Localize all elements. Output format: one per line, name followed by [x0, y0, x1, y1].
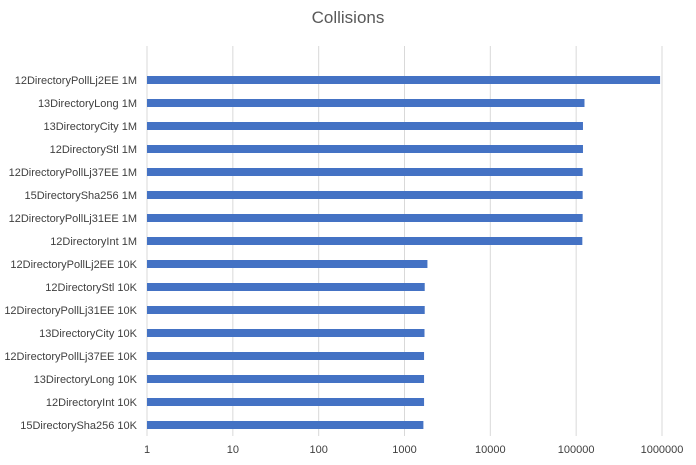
- category-label: 15DirectorySha256 10K: [20, 420, 137, 432]
- category-label: 13DirectoryLong 10K: [34, 374, 138, 386]
- category-label: 12DirectoryPollLj31EE 1M: [9, 213, 137, 225]
- bar: [147, 99, 585, 107]
- bar: [147, 375, 425, 383]
- category-label: 12DirectoryInt 1M: [50, 236, 137, 248]
- category-label: 12DirectoryInt 10K: [46, 397, 138, 409]
- category-label: 12DirectoryStl 10K: [45, 282, 137, 294]
- x-tick-label: 1000000: [641, 444, 684, 456]
- category-label: 15DirectorySha256 1M: [24, 190, 137, 202]
- x-tick-label: 1000: [392, 444, 416, 456]
- bar: [147, 352, 425, 360]
- bar: [147, 398, 425, 406]
- bar: [147, 329, 425, 337]
- x-tick-label: 100000: [558, 444, 595, 456]
- bar: [147, 237, 583, 245]
- category-label: 12DirectoryStl 1M: [50, 144, 137, 156]
- bar: [147, 260, 428, 268]
- x-tick-label: 100: [309, 444, 327, 456]
- category-label: 13DirectoryCity 1M: [43, 121, 137, 133]
- category-label: 12DirectoryPollLj2EE 10K: [10, 259, 137, 271]
- category-label: 12DirectoryPollLj2EE 1M: [15, 75, 137, 87]
- x-tick-label: 10: [227, 444, 239, 456]
- x-tick-label: 10000: [475, 444, 506, 456]
- bar: [147, 421, 424, 429]
- bar: [147, 168, 583, 176]
- bar: [147, 122, 583, 130]
- category-label: 13DirectoryCity 10K: [39, 328, 137, 340]
- x-tick-label: 1: [144, 444, 150, 456]
- chart-title: Collisions: [311, 8, 385, 27]
- bar: [147, 191, 583, 199]
- bar: [147, 283, 425, 291]
- bar: [147, 145, 583, 153]
- category-label: 12DirectoryPollLj37EE 10K: [4, 351, 137, 363]
- category-label: 12DirectoryPollLj31EE 10K: [4, 305, 137, 317]
- category-label: 12DirectoryPollLj37EE 1M: [9, 167, 137, 179]
- bar: [147, 214, 583, 222]
- bar: [147, 76, 661, 84]
- bar: [147, 306, 425, 314]
- category-label: 13DirectoryLong 1M: [38, 98, 137, 110]
